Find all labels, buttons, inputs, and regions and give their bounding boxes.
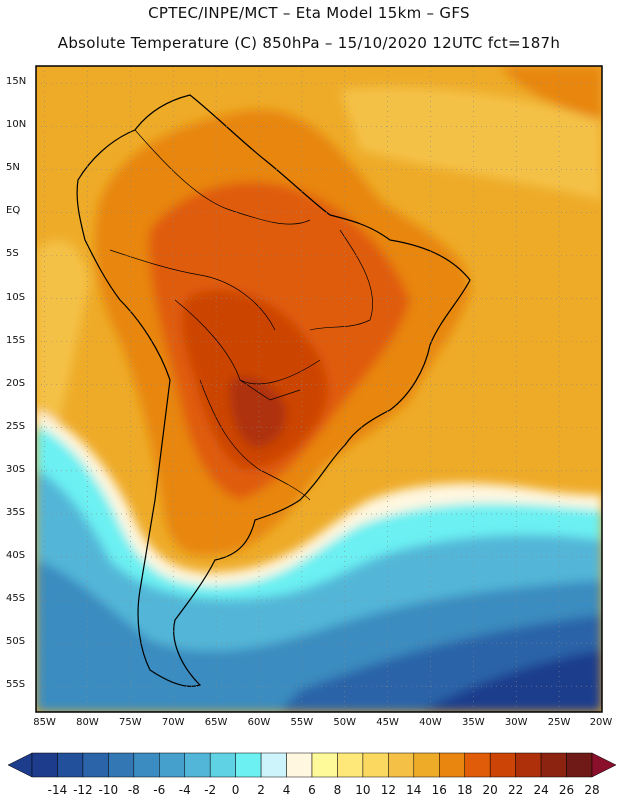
longitude-label: 85W: [33, 717, 56, 728]
map-frame: [35, 65, 603, 713]
latitude-label: 15S: [6, 334, 26, 346]
colorbar: [7, 752, 617, 778]
map-title: CPTEC/INPE/MCT – Eta Model 15km – GFS: [148, 4, 470, 22]
longitude-label: 65W: [204, 717, 228, 728]
colorbar-max-arrow: [591, 752, 617, 778]
coldest-core: [420, 650, 602, 712]
colorbar-swatch: [235, 752, 262, 778]
longitude-label: 55W: [290, 717, 314, 728]
colorbar-label: 28: [584, 783, 600, 797]
longitude-label: 60W: [247, 717, 271, 728]
colorbar-swatch: [311, 752, 338, 778]
colorbar-swatch: [464, 752, 491, 778]
colorbar-swatch: [439, 752, 465, 778]
colorbar-label: 26: [558, 783, 575, 797]
colorbar-swatch: [57, 752, 84, 778]
colorbar-label: 4: [282, 783, 291, 797]
colorbar-label: 24: [533, 783, 549, 797]
colorbar-swatch: [31, 752, 58, 778]
colorbar-swatch: [337, 752, 364, 778]
longitude-label: 35W: [462, 717, 485, 728]
colorbar-swatch: [82, 752, 109, 778]
colorbar-label: -8: [127, 783, 140, 797]
colorbar-label: 22: [507, 783, 524, 797]
latitude-label: EQ: [6, 205, 21, 217]
latitude-label: 55S: [6, 679, 26, 691]
colorbar-swatch: [489, 752, 516, 778]
colorbar-swatch: [184, 752, 211, 778]
longitude-label: 75W: [119, 717, 142, 728]
latitude-label: 25S: [6, 420, 26, 432]
latitude-label: 5N: [6, 162, 20, 174]
colorbar-label: -2: [204, 783, 217, 797]
longitude-label: 40W: [419, 717, 442, 728]
longitude-label: 45W: [376, 717, 399, 728]
colorbar-label: 8: [333, 783, 342, 797]
colorbar-label: -10: [98, 783, 119, 797]
colorbar-swatch: [362, 752, 389, 778]
latitude-label: 5S: [6, 248, 19, 260]
latitude-label: 30S: [6, 463, 26, 475]
colorbar-label: 12: [380, 783, 396, 797]
colorbar-swatch: [133, 752, 160, 778]
colorbar-swatch: [540, 752, 567, 778]
colorbar-label: 14: [406, 783, 422, 797]
latitude-label: 10N: [6, 119, 27, 131]
colorbar-swatch: [515, 752, 542, 778]
country-borders: [109, 129, 374, 501]
colorbar-label: 10: [355, 783, 371, 797]
colorbar-swatch: [159, 752, 185, 778]
pacific-band: [36, 240, 90, 420]
colorbar-swatch: [209, 752, 236, 778]
longitude-label: 50W: [333, 717, 357, 728]
colorbar-label: 20: [482, 783, 498, 797]
latitude-label: 20S: [6, 377, 26, 389]
south-america-coastline: [76, 94, 471, 687]
longitude-label: 80W: [76, 717, 99, 728]
latitude-label: 35S: [6, 506, 26, 518]
colorbar-label: -4: [178, 783, 191, 797]
atlantic-warm-band: [340, 86, 602, 200]
longitude-label: 70W: [161, 717, 185, 728]
latitude-label: 50S: [6, 636, 26, 648]
colorbar-swatch: [388, 752, 415, 778]
longitude-label: 30W: [504, 717, 528, 728]
longitude-label: 20W: [589, 717, 613, 728]
colorbar-swatch: [566, 752, 593, 778]
colorbar-label: 18: [457, 783, 473, 797]
latitude-label: 10S: [6, 291, 26, 303]
caribbean-warm: [500, 66, 602, 120]
latitude-label: 40S: [6, 549, 26, 561]
colorbar-label: -6: [153, 783, 166, 797]
colorbar-swatch: [413, 752, 440, 778]
colorbar-label: -14: [47, 783, 68, 797]
colorbar-swatch: [260, 752, 287, 778]
colorbar-swatch: [108, 752, 135, 778]
chaco-core: [229, 376, 286, 448]
map-subtitle: Absolute Temperature (C) 850hPa – 15/10/…: [57, 34, 561, 52]
colorbar-min-arrow: [7, 752, 33, 778]
colorbar-label: 16: [431, 783, 447, 797]
latitude-label: 15N: [6, 76, 27, 88]
longitude-label: 25W: [547, 717, 571, 728]
colorbar-label: 0: [231, 783, 240, 797]
colorbar-label: 6: [308, 783, 316, 797]
colorbar-label: -12: [73, 783, 93, 797]
colorbar-label: 2: [257, 783, 265, 797]
latitude-label: 45S: [6, 593, 26, 605]
colorbar-swatch: [286, 752, 313, 778]
